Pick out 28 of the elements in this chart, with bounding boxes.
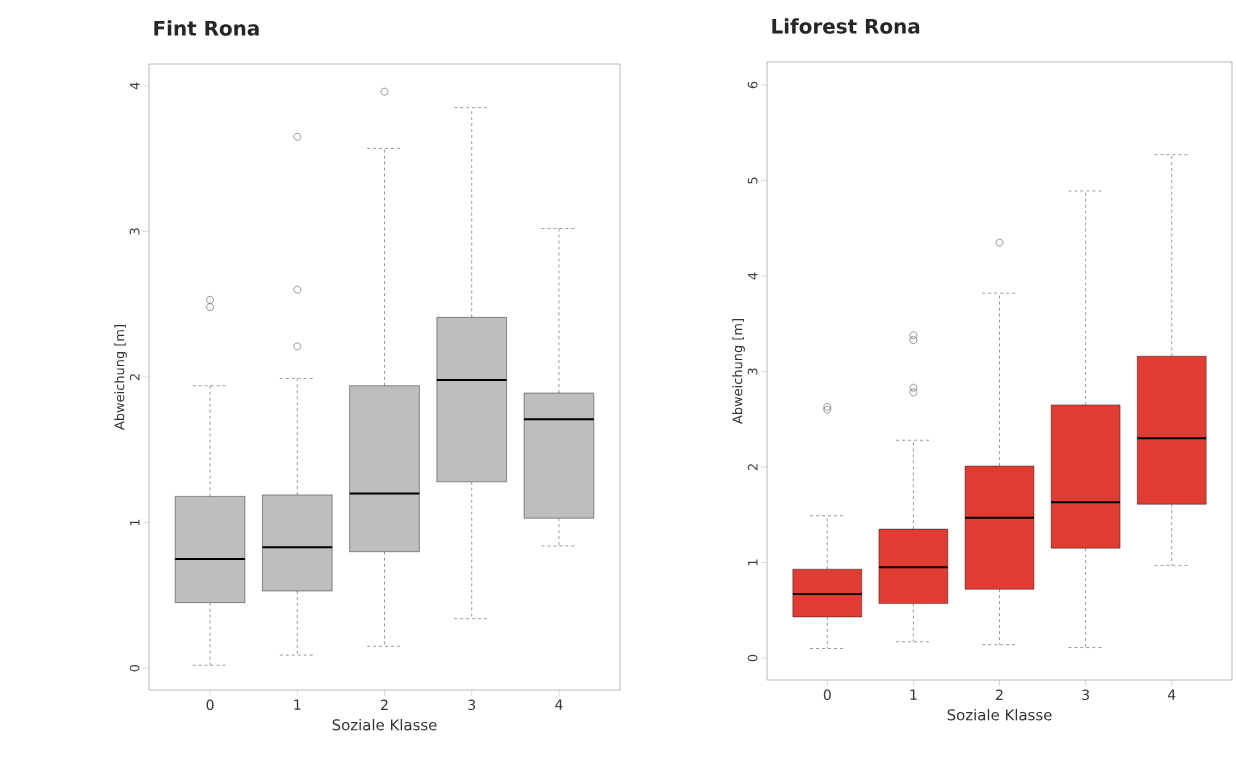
y-tick-label: 6 [747,81,758,89]
y-tick-label: 1 [748,559,758,566]
x-tick-label: 1 [294,699,301,710]
y-tick-label: 1 [130,519,140,526]
x-tick-label: 4 [1167,689,1176,700]
x-tick-label: 2 [996,689,1003,700]
x-tick-label: 4 [555,699,563,710]
y-tick-label: 2 [129,374,140,381]
x-tick-label: 1 [910,689,917,700]
x-tick-label: 3 [468,699,476,711]
y-tick-label: 3 [747,368,758,375]
y-tick-label: 4 [130,82,140,90]
y-tick-label: 0 [747,654,758,662]
chart-title: Fint Rona [154,20,259,36]
x-tick-label: 0 [823,689,831,701]
x-tick-label: 3 [1082,689,1089,701]
y-tick-label: 0 [129,664,140,672]
x-axis-title: Soziale Klasse [332,718,437,731]
y-axis-title: Abweichung [m] [114,325,127,430]
y-tick-label: 2 [747,464,758,471]
x-tick-label: 0 [206,699,214,711]
x-tick-label: 2 [381,699,388,710]
y-tick-label: 3 [129,228,140,235]
y-tick-label: 5 [747,177,758,184]
x-axis-title: Soziale Klasse [947,708,1052,721]
chart-title: Liforest Rona [772,18,920,34]
y-tick-label: 4 [748,272,758,280]
y-axis-title: Abweichung [m] [732,319,745,424]
